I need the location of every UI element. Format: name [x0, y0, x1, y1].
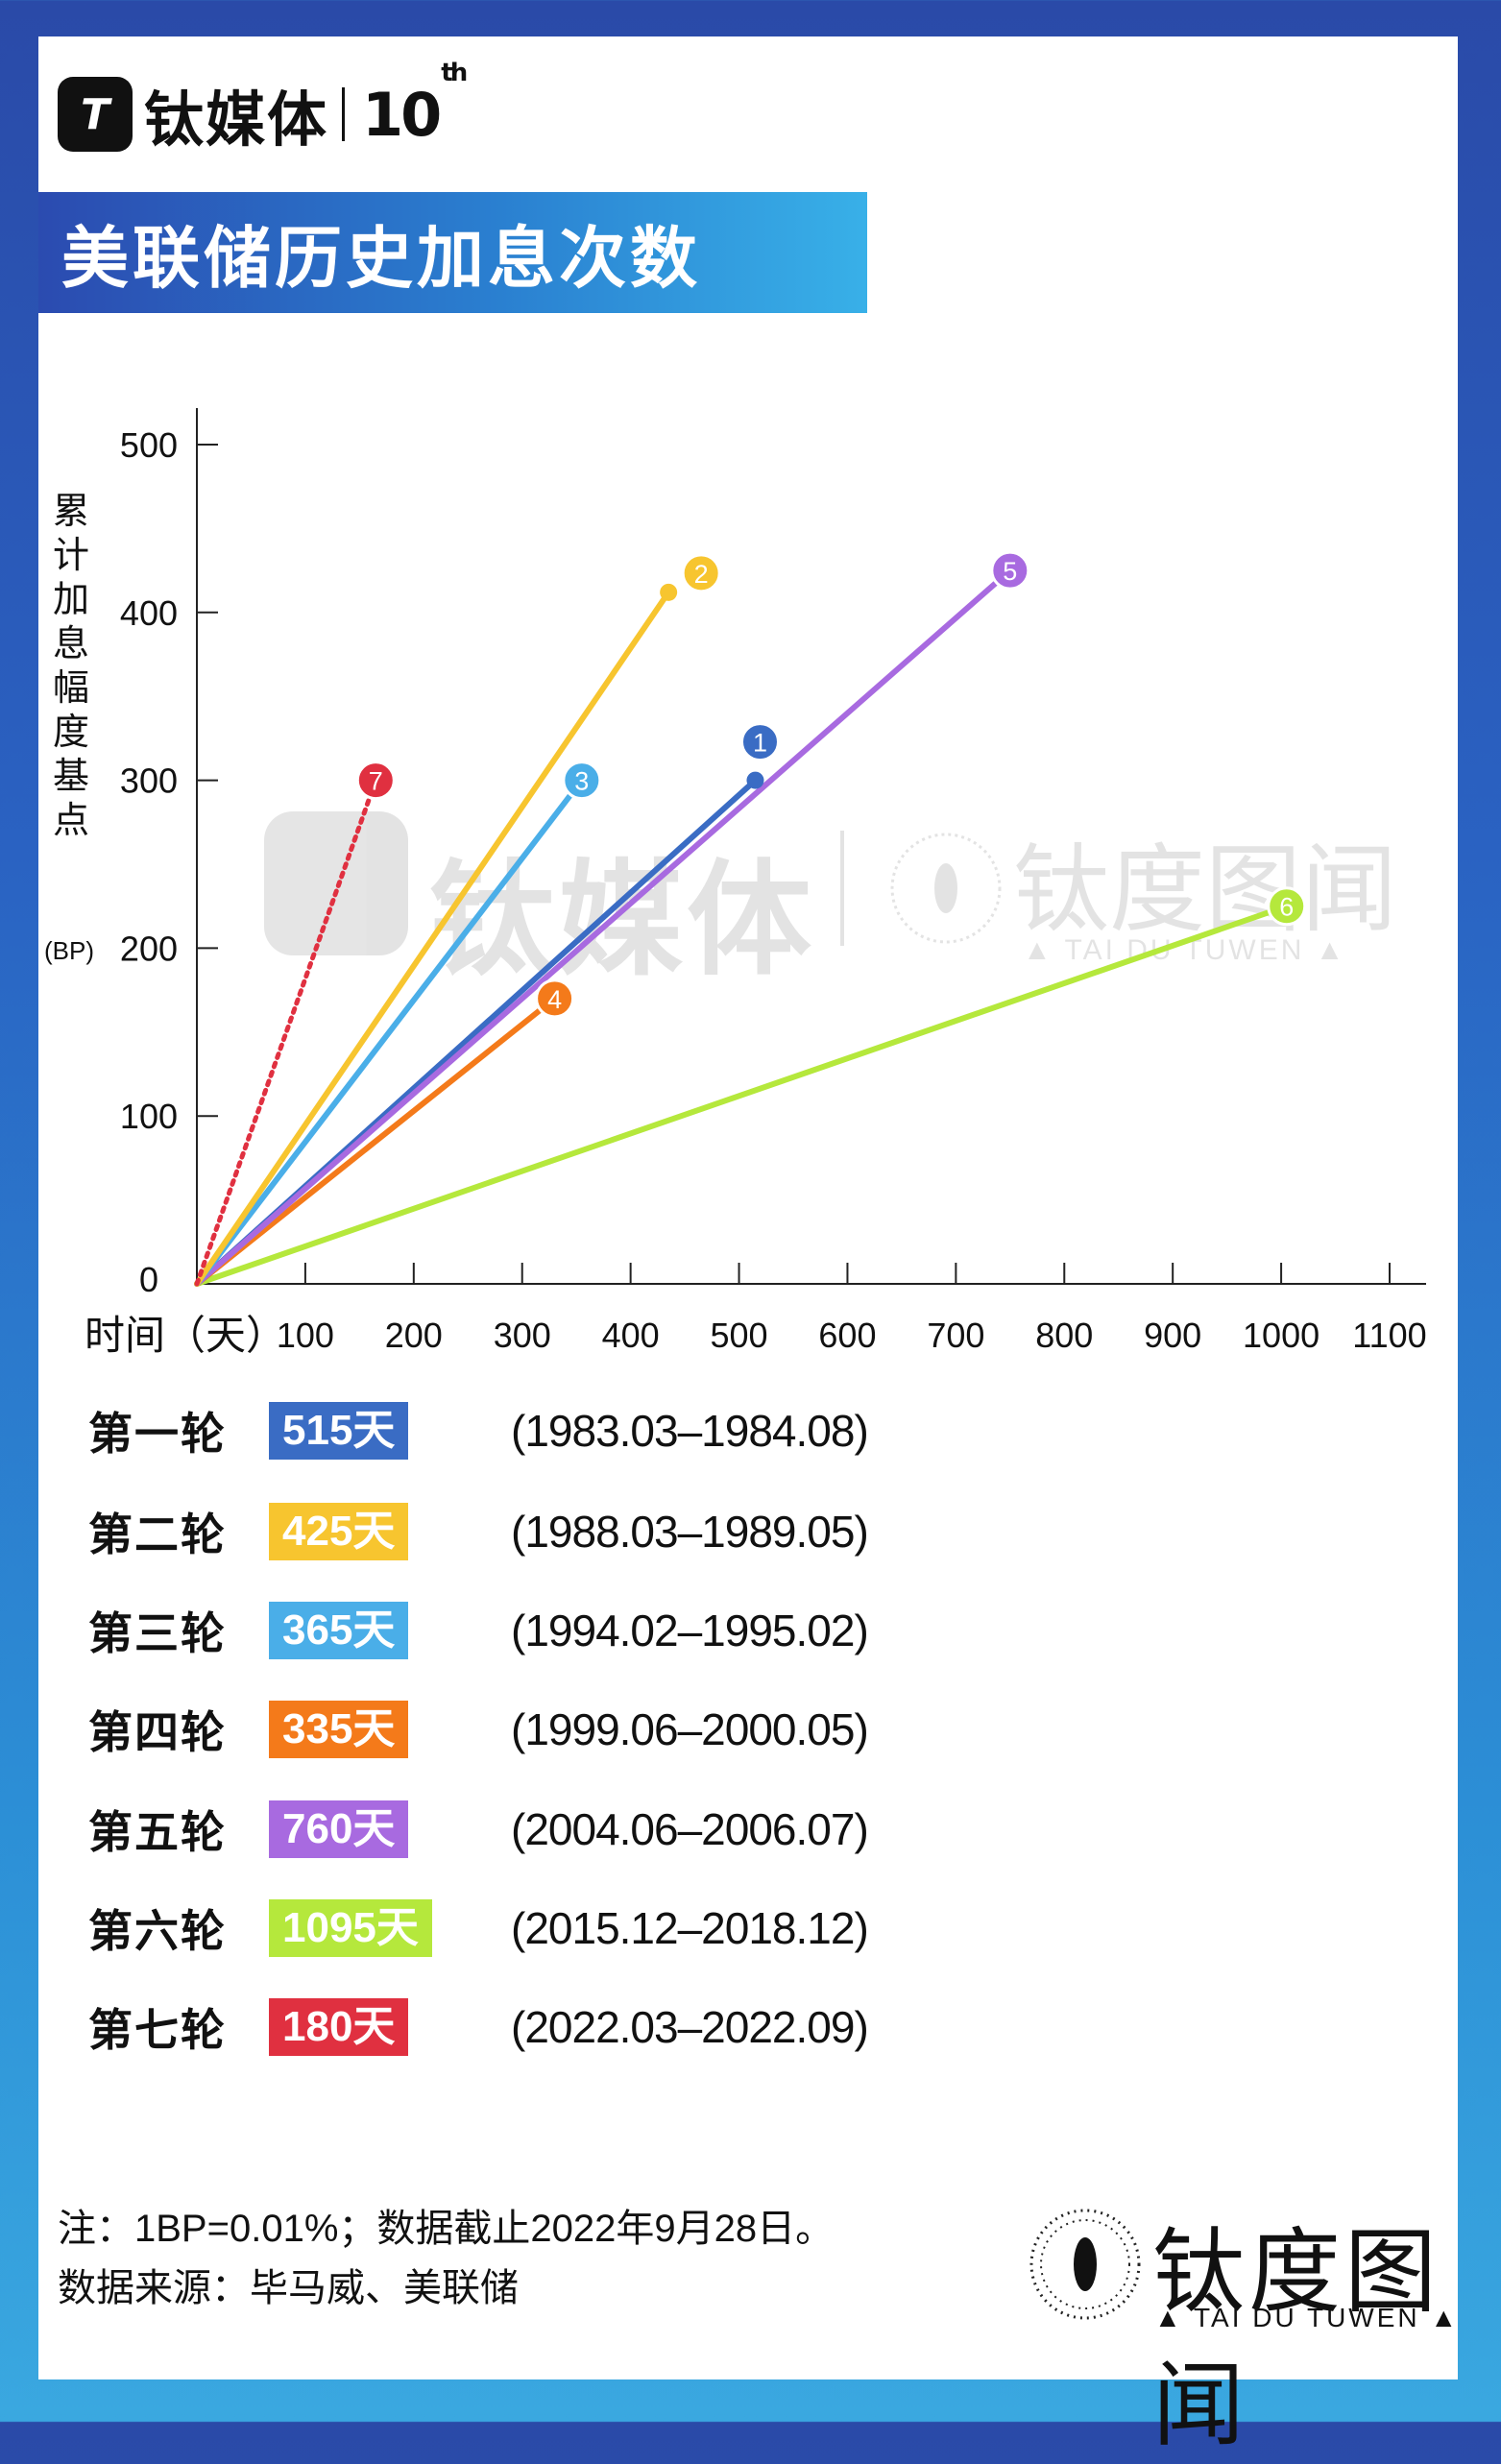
- anniversary-badge: 10th: [362, 58, 468, 150]
- legend-round-name: 第四轮: [88, 1707, 227, 1757]
- series-badge-label-3: 3: [574, 767, 589, 796]
- legend-row: 第四轮 335天 (1999.06–2000.05): [88, 1701, 869, 1758]
- logo: T 钛媒体 10th: [58, 58, 468, 154]
- legend-row: 第七轮 180天 (2022.03–2022.09): [88, 1998, 869, 2056]
- tmtpost-logo-icon: T: [58, 77, 133, 152]
- series-badge-2: [681, 553, 721, 593]
- legend-row: 第三轮 365天 (1994.02–1995.02): [88, 1602, 869, 1659]
- series-badge-label-5: 5: [1003, 557, 1017, 586]
- watermark-divider: [840, 831, 844, 946]
- footnote: 注：1BP=0.01%；数据截止2022年9月28日。: [58, 2208, 835, 2250]
- x-tick-label: 400: [602, 1316, 660, 1355]
- x-tick-label: 700: [927, 1316, 984, 1355]
- x-tick-label: 600: [818, 1316, 876, 1355]
- series-badge-7: [355, 761, 396, 801]
- y-tick-label: 100: [120, 1097, 178, 1136]
- series-line-5: [194, 568, 1013, 1287]
- x-tick-label: 900: [1144, 1316, 1201, 1355]
- series-badge-label-7: 7: [369, 767, 383, 796]
- series-line-6: [194, 903, 1290, 1287]
- y-tick-label: 400: [120, 593, 178, 633]
- series-badge-label-1: 1: [753, 729, 767, 758]
- legend-round-name: 第一轮: [88, 1409, 227, 1459]
- legend-round-name: 第七轮: [88, 2005, 227, 2055]
- legend-days-badge: 425天: [269, 1503, 409, 1560]
- legend-date-range: (1994.02–1995.02): [511, 1606, 869, 1655]
- legend-days-badge: 1095天: [269, 1899, 432, 1957]
- series-badge-label-2: 2: [694, 560, 709, 589]
- logo-name: 钛媒体: [144, 87, 329, 154]
- y-axis-label: 累计加息幅度基点: [52, 492, 89, 841]
- x-tick-label: 800: [1035, 1316, 1093, 1355]
- brand-footer: 钛度图闻 ▲ TAI DU TUWEN ▲: [1028, 2187, 1457, 2457]
- watermark-brand-2: 钛度图闻: [1013, 836, 1397, 944]
- y-tick-label: 300: [120, 761, 178, 801]
- logo-divider: [342, 87, 346, 141]
- legend-row: 第五轮 760天 (2004.06–2006.07): [88, 1800, 869, 1858]
- y-tick-label: 500: [120, 425, 178, 465]
- x-tick-label: 1000: [1243, 1316, 1319, 1355]
- series-badge-5: [990, 550, 1030, 591]
- x-tick-label: 300: [494, 1316, 551, 1355]
- legend-round-name: 第五轮: [88, 1807, 227, 1857]
- legend-row: 第六轮 1095天 (2015.12–2018.12): [88, 1899, 869, 1957]
- series-line-7: [194, 778, 378, 1287]
- watermark-eye-icon: [890, 833, 1002, 944]
- series-line-2: [194, 589, 672, 1287]
- eye-logo-icon: [1029, 2209, 1141, 2320]
- legend-date-range: (1999.06–2000.05): [511, 1704, 869, 1754]
- x-tick-label: 200: [385, 1316, 443, 1355]
- legend-date-range: (2022.03–2022.09): [511, 2002, 869, 2052]
- legend-date-range: (2004.06–2006.07): [511, 1804, 869, 1854]
- series-badge-label-4: 4: [547, 985, 562, 1014]
- series-badge-1: [739, 722, 780, 762]
- series-end-point-2: [660, 583, 678, 601]
- series-badge-label-6: 6: [1279, 893, 1294, 922]
- x-tick-label: 100: [277, 1316, 334, 1355]
- y-tick-label: 200: [120, 929, 178, 968]
- series-badge-6: [1267, 886, 1307, 927]
- legend-round-name: 第三轮: [88, 1608, 227, 1658]
- rate-hike-chart: 0 100 200 300 400 500 100 200 300 400 500 600 700 800…: [85, 408, 1427, 1359]
- content-card: [38, 36, 1458, 2379]
- series-badge-3: [562, 761, 602, 801]
- legend-days-badge: 365天: [269, 1602, 409, 1659]
- title-banner: 美联储历史加息次数: [38, 192, 867, 313]
- legend-row: 第二轮 425天 (1988.03–1989.05): [88, 1503, 869, 1560]
- legend-days-badge: 760天: [269, 1800, 409, 1858]
- y-axis-unit: (BP): [44, 936, 94, 965]
- data-source: 数据来源：毕马威、美联储: [58, 2267, 519, 2309]
- notes: 注：1BP=0.01%；数据截止2022年9月28日。 数据来源：毕马威、美联储: [58, 2199, 834, 2318]
- x-tick-label: 1100: [1352, 1316, 1426, 1355]
- watermark-brand: 钛媒体: [429, 850, 816, 990]
- legend-row: 第一轮 515天 (1983.03–1984.08): [88, 1402, 869, 1460]
- series-line-3: [194, 777, 585, 1287]
- series-badge-4: [535, 978, 575, 1019]
- legend-days-badge: 335天: [269, 1701, 409, 1758]
- y-tick-label: 0: [139, 1260, 158, 1299]
- legend-date-range: (1988.03–1989.05): [511, 1507, 869, 1557]
- legend-round-name: 第六轮: [88, 1906, 227, 1956]
- x-tick-label: 500: [711, 1316, 768, 1355]
- series-end-point-1: [746, 771, 764, 789]
- legend-days-badge: 180天: [269, 1998, 409, 2056]
- legend-days-badge: 515天: [269, 1402, 409, 1460]
- legend-date-range: (1983.03–1984.08): [511, 1406, 869, 1456]
- page-title: 美联储历史加息次数: [61, 220, 701, 296]
- legend-date-range: (2015.12–2018.12): [511, 1903, 869, 1953]
- x-axis-label: 时间（天）: [85, 1312, 286, 1359]
- watermark-logo-icon: [264, 811, 408, 955]
- series-line-4: [194, 995, 558, 1287]
- brand-name-en: ▲ TAI DU TUWEN ▲: [1154, 2303, 1461, 2332]
- legend-round-name: 第二轮: [88, 1510, 227, 1559]
